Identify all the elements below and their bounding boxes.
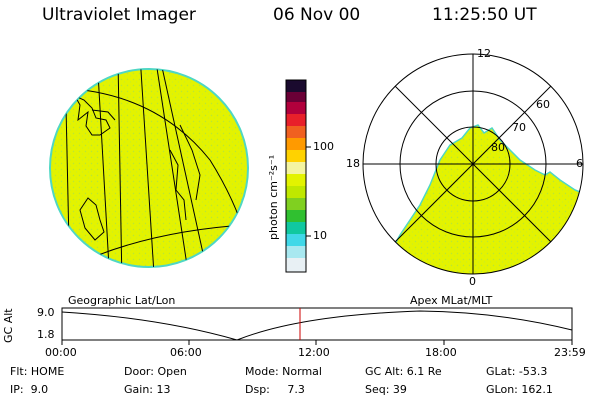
date-label: 06 Nov 00 xyxy=(273,5,361,25)
colorbar-tick-10: 10 xyxy=(313,229,327,242)
mlat-label-70: 70 xyxy=(512,121,526,134)
colorbar-tick-100: 100 xyxy=(313,140,334,153)
mlat-label-80: 80 xyxy=(491,141,505,154)
altitude-ylabel: GC Alt xyxy=(2,308,15,343)
status-ip: IP: 9.0 xyxy=(10,383,49,396)
altitude-xtick-1200: 12:00 xyxy=(298,346,330,359)
left-panel-label: Geographic Lat/Lon xyxy=(68,294,176,307)
status-glat: GLat: -53.3 xyxy=(486,365,548,378)
altitude-xtick-0000: 00:00 xyxy=(45,346,77,359)
status-flight: Flt: HOME xyxy=(10,365,65,378)
status-mode: Mode: Normal xyxy=(245,365,322,378)
altitude-xtick-0600: 06:00 xyxy=(170,346,202,359)
status-door: Door: Open xyxy=(124,365,187,378)
status-dsp: Dsp: 7.3 xyxy=(245,383,305,396)
mlt-label-12: 12 xyxy=(477,47,491,60)
status-seq: Seq: 39 xyxy=(365,383,407,396)
color-scale-bar xyxy=(285,79,311,273)
status-glon: GLon: 162.1 xyxy=(486,383,553,396)
status-gc-alt: GC Alt: 6.1 Re xyxy=(365,365,442,378)
geographic-globe xyxy=(49,68,249,268)
mlt-label-0: 0 xyxy=(469,275,476,288)
app-title: Ultraviolet Imager xyxy=(42,5,196,25)
mlt-label-6: 6 xyxy=(576,157,583,170)
altitude-ytick-top: 9.0 xyxy=(37,306,55,319)
altitude-plot xyxy=(61,307,573,345)
colorbar-unit-label: photon cm⁻²s⁻¹ xyxy=(267,154,280,240)
mlt-label-18: 18 xyxy=(346,157,360,170)
altitude-xtick-2359: 23:59 xyxy=(554,346,586,359)
mlat-label-60: 60 xyxy=(536,98,550,111)
right-panel-label: Apex MLat/MLT xyxy=(410,294,493,307)
altitude-ytick-bottom: 1.8 xyxy=(37,328,55,341)
time-label: 11:25:50 UT xyxy=(432,5,537,25)
status-gain: Gain: 13 xyxy=(124,383,171,396)
altitude-xtick-1800: 18:00 xyxy=(425,346,457,359)
